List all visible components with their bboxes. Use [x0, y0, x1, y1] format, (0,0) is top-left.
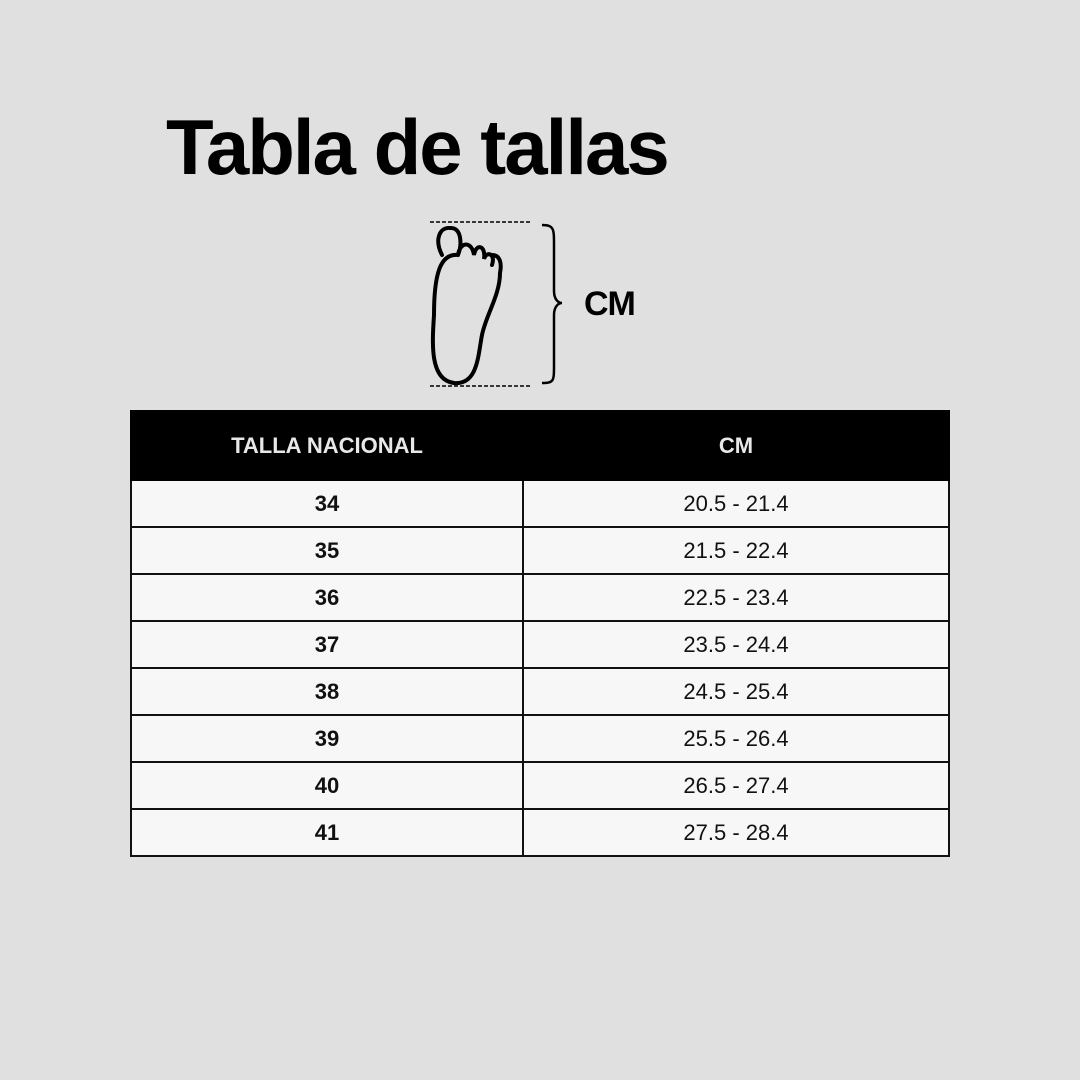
size-chart-table: TALLA NACIONAL CM 34 20.5 - 21.4 35 21.5 - …: [130, 410, 950, 857]
table-row: 39 25.5 - 26.4: [130, 714, 950, 763]
header-talla-nacional: TALLA NACIONAL: [130, 410, 524, 481]
cm-cell: 24.5 - 25.4: [522, 667, 950, 716]
cm-cell: 21.5 - 22.4: [522, 526, 950, 575]
table-row: 40 26.5 - 27.4: [130, 761, 950, 810]
page-title: Tabla de tallas: [166, 103, 670, 191]
size-cell: 34: [130, 479, 524, 528]
table-row: 36 22.5 - 23.4: [130, 573, 950, 622]
table-row: 41 27.5 - 28.4: [130, 808, 950, 857]
table-row: 38 24.5 - 25.4: [130, 667, 950, 716]
table-header-row: TALLA NACIONAL CM: [130, 410, 950, 481]
cm-cell: 22.5 - 23.4: [522, 573, 950, 622]
size-cell: 37: [130, 620, 524, 669]
size-cell: 40: [130, 761, 524, 810]
table-row: 37 23.5 - 24.4: [130, 620, 950, 669]
header-cm: CM: [522, 410, 950, 481]
cm-cell: 23.5 - 24.4: [522, 620, 950, 669]
cm-cell: 26.5 - 27.4: [522, 761, 950, 810]
cm-cell: 20.5 - 21.4: [522, 479, 950, 528]
size-cell: 36: [130, 573, 524, 622]
measurement-unit-label: CM: [584, 285, 636, 323]
table-row: 35 21.5 - 22.4: [130, 526, 950, 575]
size-cell: 35: [130, 526, 524, 575]
size-cell: 39: [130, 714, 524, 763]
table-row: 34 20.5 - 21.4: [130, 479, 950, 528]
size-cell: 41: [130, 808, 524, 857]
foot-length-icon: [430, 221, 563, 387]
cm-cell: 27.5 - 28.4: [522, 808, 950, 857]
cm-cell: 25.5 - 26.4: [522, 714, 950, 763]
size-cell: 38: [130, 667, 524, 716]
